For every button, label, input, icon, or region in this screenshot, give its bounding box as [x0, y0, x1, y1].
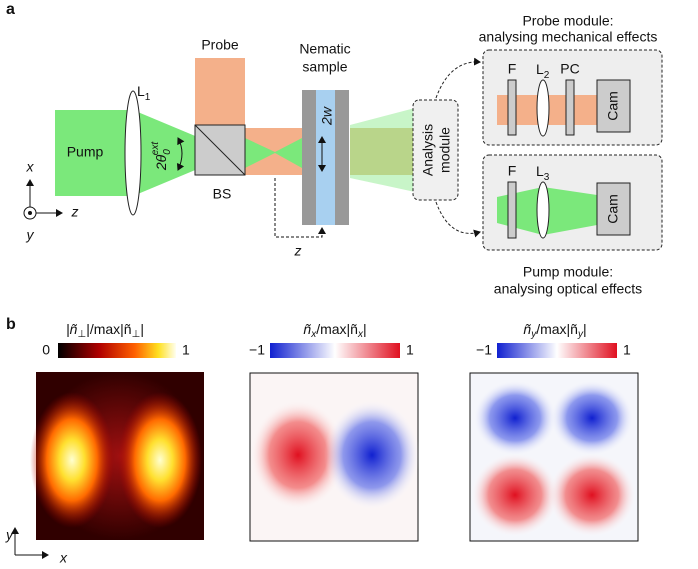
panel-label: b — [6, 316, 16, 333]
title-sub: ⊥ — [77, 329, 86, 340]
analysis-label: Analysis — [420, 124, 436, 176]
title-part: /max|ñ — [316, 321, 358, 337]
setup — [24, 50, 662, 250]
cam-label: Cam — [605, 91, 621, 121]
maps — [15, 372, 638, 555]
title-part: ñ — [523, 321, 531, 337]
cam-label: Cam — [605, 194, 621, 224]
colorbar-max: 1 — [182, 342, 190, 358]
map-title: ñx/max|ñx| — [303, 321, 366, 340]
axis-label: y — [26, 227, 35, 243]
title-part: | — [140, 321, 144, 337]
colorbar-min: −1 — [249, 342, 265, 358]
figure: a Probe Nematic sample Probe module: ana… — [0, 0, 698, 569]
lens-base: L — [536, 163, 544, 179]
colorbar-max: 1 — [623, 342, 631, 358]
map-title: |ñ⊥|/max|ñ⊥| — [66, 321, 144, 340]
axis-label: y — [5, 527, 14, 543]
lens-label: L1 — [137, 83, 151, 103]
title-part: ñ — [303, 321, 311, 337]
panel-label: a — [6, 1, 15, 18]
module-title: Pump module: — [523, 264, 613, 280]
z-label: z — [294, 243, 302, 259]
module-title: Probe module: — [522, 13, 613, 29]
title-part: | — [583, 321, 587, 337]
lens-base: L — [137, 83, 145, 99]
module-title: analysing mechanical effects — [479, 29, 658, 45]
colorbar-max: 1 — [406, 342, 414, 358]
probe-label: Probe — [201, 37, 239, 53]
angle-base: 2θ — [153, 154, 169, 171]
pump-label: Pump — [67, 144, 104, 160]
axis-label: x — [59, 550, 68, 566]
filter-label: F — [508, 163, 517, 179]
lens-sub: 1 — [145, 92, 151, 103]
title-part: |/max|ñ — [86, 321, 131, 337]
title-sub: ⊥ — [132, 329, 141, 340]
colorbar-min: −1 — [476, 342, 492, 358]
analysis-label: module — [437, 127, 453, 173]
axis-label: z — [71, 204, 79, 220]
bs-label: BS — [213, 186, 232, 202]
module-title: analysing optical effects — [494, 281, 642, 297]
filter-label: F — [508, 61, 517, 77]
angle-sup: ext — [150, 141, 161, 156]
sample-label: sample — [302, 59, 347, 75]
sample-label: Nematic — [299, 41, 350, 57]
map-title: ñy/max|ñy| — [523, 321, 586, 340]
pc-label: PC — [560, 61, 579, 77]
lens-base: L — [536, 61, 544, 77]
colorbars — [58, 343, 617, 358]
title-part: | — [363, 321, 367, 337]
axis-label: x — [26, 159, 35, 175]
title-part: /max|ñ — [536, 321, 578, 337]
title-part: |ñ — [66, 321, 78, 337]
width-label: 2w — [319, 106, 335, 126]
colorbar-min: 0 — [42, 342, 50, 358]
lens-sub: 2 — [544, 70, 550, 81]
lens-sub: 3 — [544, 172, 550, 183]
angle-sub: 0 — [162, 149, 173, 155]
